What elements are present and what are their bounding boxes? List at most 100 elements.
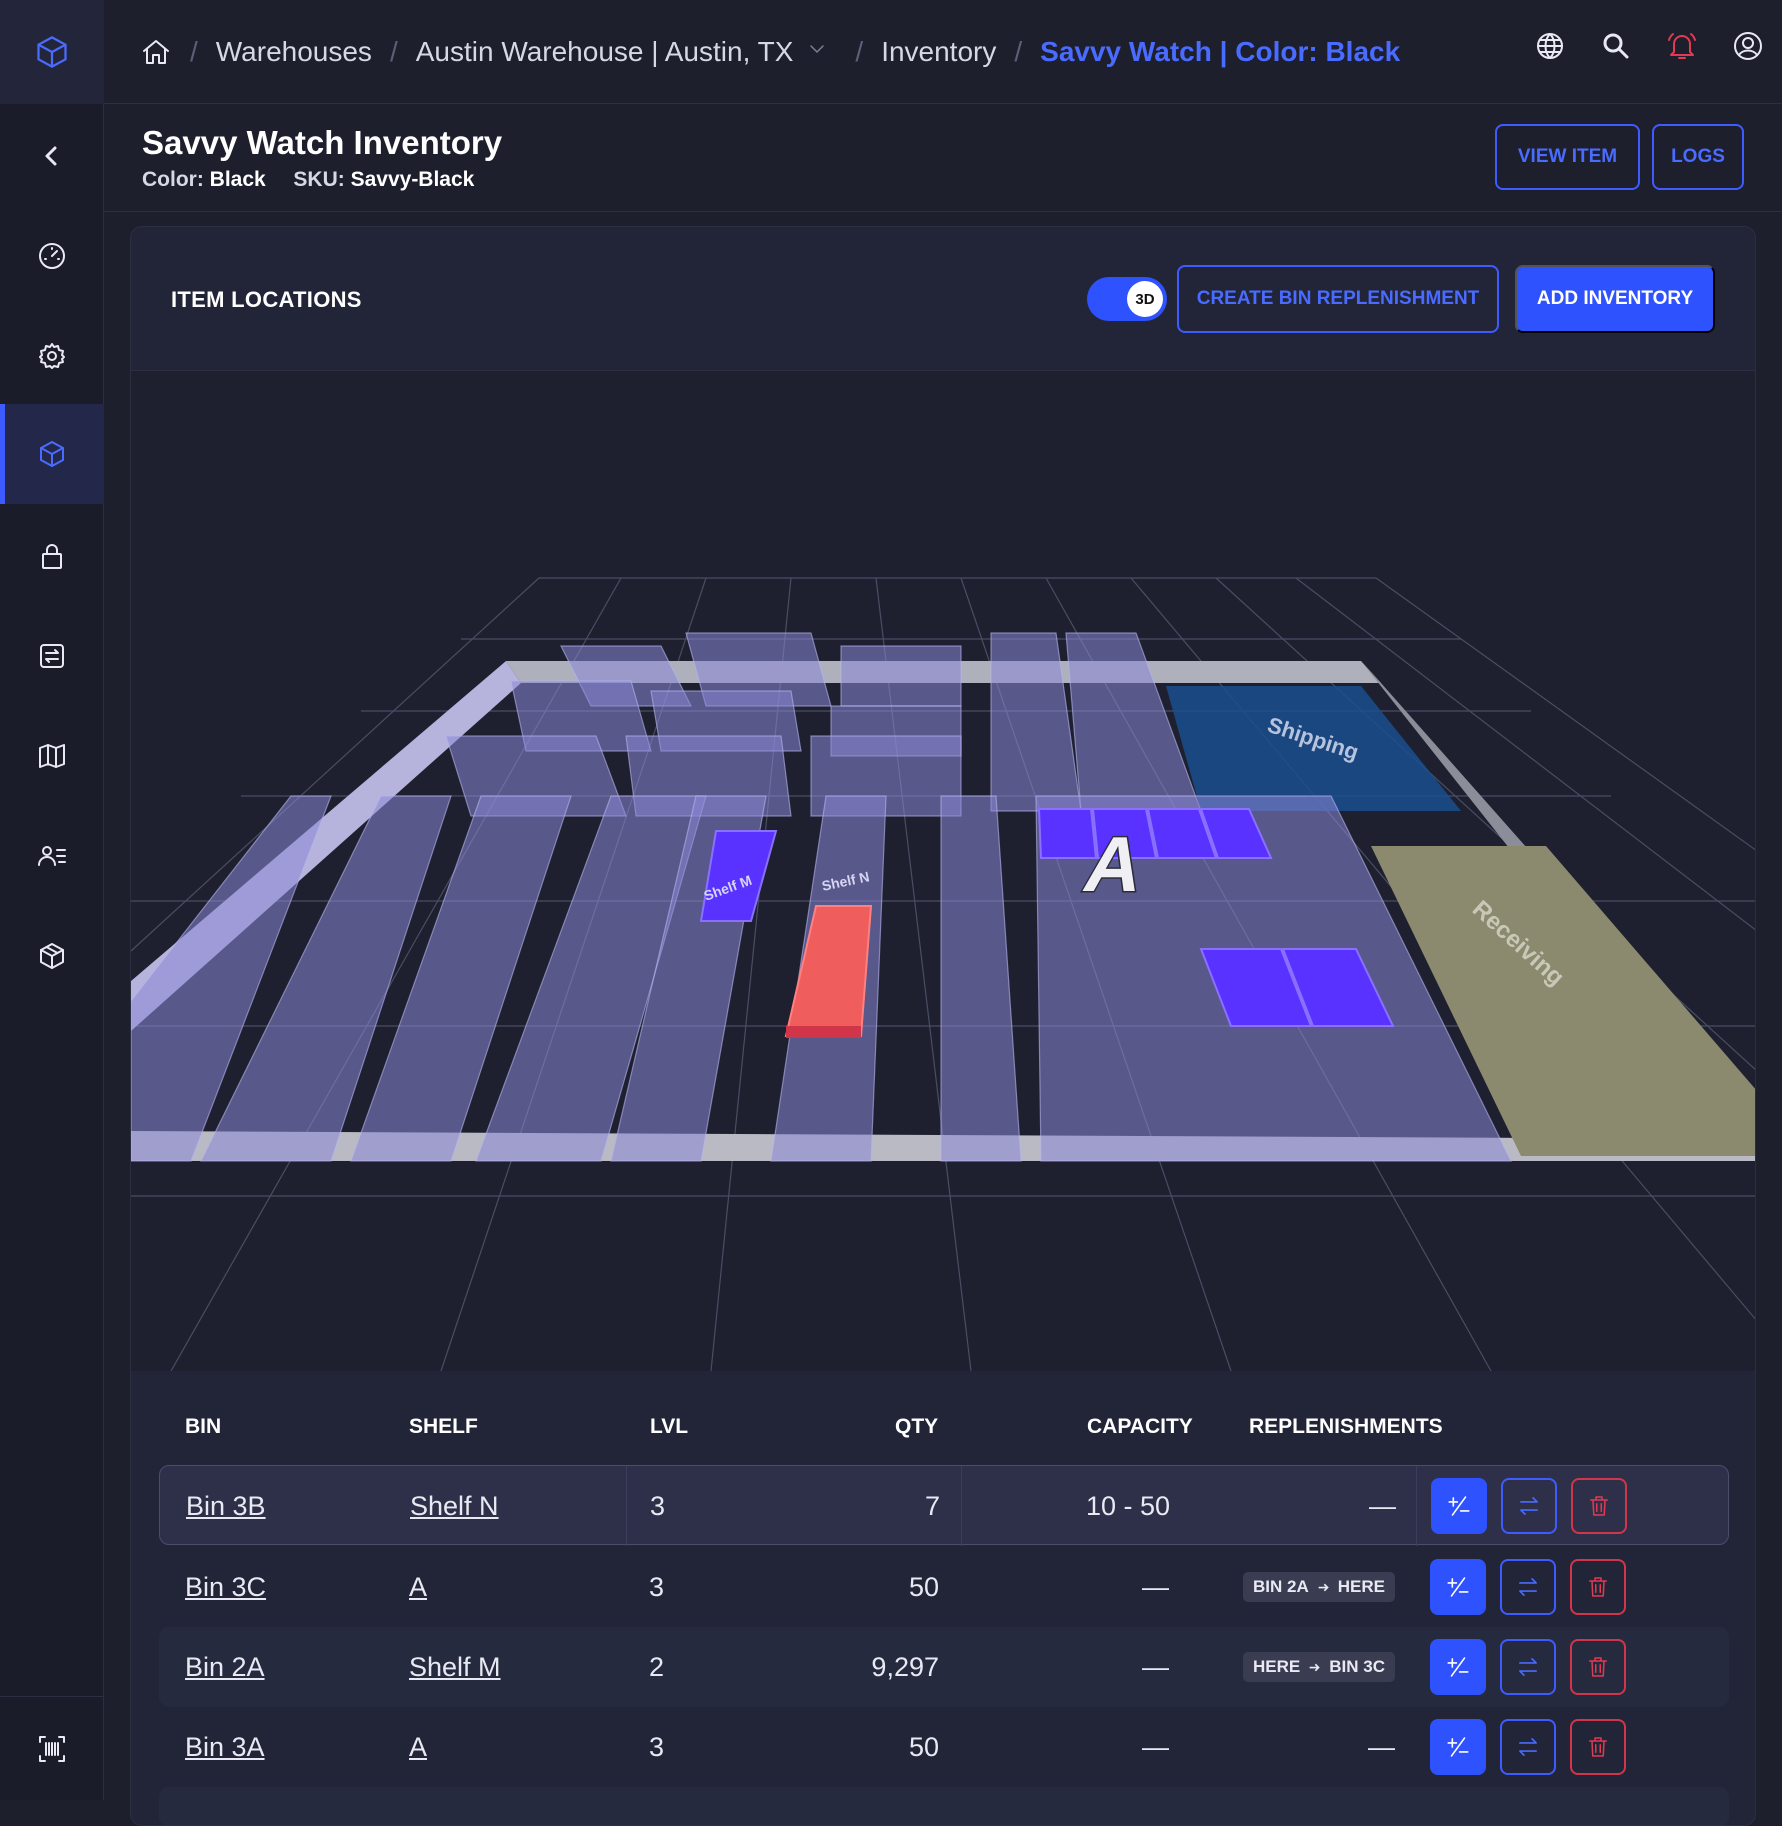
transfer-arrows-icon xyxy=(1520,1497,1538,1515)
bin-3b-front xyxy=(786,1026,861,1038)
sku-value: Savvy-Black xyxy=(350,168,475,191)
breadcrumb-current: Savvy Watch | Color: Black xyxy=(1040,35,1401,67)
plus-minus-icon xyxy=(1447,1737,1469,1757)
search-button[interactable] xyxy=(1598,28,1634,64)
notifications-button[interactable] xyxy=(1664,28,1700,64)
qty-value: 7 xyxy=(924,1490,940,1521)
table-row[interactable]: Bin 3C A 3 50 — BIN 2A HERE xyxy=(159,1547,1729,1627)
sidebar-collapse-button[interactable] xyxy=(0,106,104,206)
replenishment-value: — xyxy=(1368,1731,1395,1762)
home-icon xyxy=(143,39,169,64)
col-shelf[interactable]: SHELF xyxy=(409,1415,478,1438)
color-label: Color: xyxy=(142,168,204,191)
dashboard-icon xyxy=(39,243,65,269)
breadcrumb-warehouse[interactable]: Austin Warehouse | Austin, TX xyxy=(415,35,794,67)
shipping-zone[interactable] xyxy=(1166,686,1461,811)
sidebar xyxy=(0,0,104,1800)
app-logo[interactable] xyxy=(0,0,104,104)
col-bin[interactable]: BIN xyxy=(185,1415,222,1438)
move-inventory-button[interactable] xyxy=(1500,1719,1556,1775)
shelf-link[interactable]: A xyxy=(409,1731,428,1762)
transfer-arrows-icon xyxy=(1519,1658,1537,1676)
sidebar-item-security[interactable] xyxy=(0,506,104,606)
view-3d-toggle[interactable]: 3D xyxy=(1087,277,1167,321)
shelf-link[interactable]: Shelf M xyxy=(409,1651,501,1682)
adjust-quantity-button[interactable] xyxy=(1430,1639,1486,1695)
replenishment-value: — xyxy=(1369,1490,1396,1521)
sidebar-item-map[interactable] xyxy=(0,706,104,806)
delete-location-button[interactable] xyxy=(1570,1559,1626,1615)
bin-link[interactable]: Bin 3B xyxy=(186,1490,266,1521)
adjust-quantity-button[interactable] xyxy=(1430,1559,1486,1615)
table-row[interactable]: Bin 2A Shelf M 2 9,297 — HERE BIN 3C xyxy=(159,1627,1729,1707)
bin-link[interactable]: Bin 2A xyxy=(185,1651,265,1682)
trash-icon xyxy=(1589,1737,1607,1757)
col-replenishments[interactable]: REPLENISHMENTS xyxy=(1249,1415,1443,1438)
view-item-button[interactable]: VIEW ITEM xyxy=(1495,124,1640,190)
sidebar-item-packages[interactable] xyxy=(0,906,104,1006)
shelf-link[interactable]: A xyxy=(409,1571,428,1602)
col-capacity[interactable]: CAPACITY xyxy=(1087,1415,1193,1438)
bin-link[interactable]: Bin 3C xyxy=(185,1571,267,1602)
move-inventory-button[interactable] xyxy=(1500,1559,1556,1615)
sidebar-item-transfers[interactable] xyxy=(0,606,104,706)
move-inventory-button[interactable] xyxy=(1501,1478,1557,1534)
warehouse-3d-canvas[interactable]: Shipping Receiving xyxy=(131,371,1756,1372)
table-row[interactable]: Bin 3B Shelf N 3 7 10 - 50 — xyxy=(159,1465,1729,1546)
warehouse-dropdown-toggle[interactable] xyxy=(805,37,829,66)
plus-minus-icon xyxy=(1447,1657,1469,1677)
receiving-zone[interactable] xyxy=(1371,846,1756,1156)
lvl-value: 3 xyxy=(649,1731,665,1762)
delete-location-button[interactable] xyxy=(1571,1478,1627,1534)
create-bin-replenishment-button[interactable]: CREATE BIN REPLENISHMENT xyxy=(1177,265,1499,333)
transfer-icon xyxy=(40,644,64,668)
replenishment-to: HERE xyxy=(1337,1577,1385,1596)
barcode-scan-icon xyxy=(39,1735,65,1762)
sidebar-item-scan[interactable] xyxy=(0,1696,104,1800)
table-row[interactable]: Bin 3A A 3 50 — — xyxy=(159,1707,1729,1787)
item-attributes: Color: Black SKU: Savvy-Black xyxy=(142,168,474,192)
breadcrumb-warehouses[interactable]: Warehouses xyxy=(215,35,372,67)
zone-a-bins[interactable] xyxy=(1037,808,1395,1027)
replenishment-from: BIN 2A xyxy=(1253,1577,1309,1596)
col-lvl[interactable]: LVL xyxy=(650,1415,689,1438)
replenishment-badge[interactable]: HERE BIN 3C xyxy=(1243,1652,1395,1682)
top-bar: / Warehouses / Austin Warehouse | Austin… xyxy=(104,0,1782,104)
breadcrumb-inventory[interactable]: Inventory xyxy=(881,35,997,67)
logs-button[interactable]: LOGS xyxy=(1652,124,1744,190)
sku-label: SKU: xyxy=(293,168,345,191)
arrow-right-icon xyxy=(1309,1663,1320,1671)
col-qty[interactable]: QTY xyxy=(895,1415,939,1438)
adjust-quantity-button[interactable] xyxy=(1430,1719,1486,1775)
card-header: ITEM LOCATIONS 3D CREATE BIN REPLENISHME… xyxy=(131,227,1755,371)
sidebar-item-settings[interactable] xyxy=(0,306,104,406)
bin-link[interactable]: Bin 3A xyxy=(185,1731,265,1762)
package-icon xyxy=(40,943,64,969)
capacity-value: — xyxy=(1142,1651,1169,1682)
capacity-value: — xyxy=(1142,1571,1169,1602)
bin-3b-selected[interactable] xyxy=(784,905,873,1037)
bin-2a-shelf-m[interactable] xyxy=(699,830,778,922)
user-circle-icon xyxy=(1734,32,1762,60)
language-button[interactable] xyxy=(1532,28,1568,64)
adjust-quantity-button[interactable] xyxy=(1431,1478,1487,1534)
toggle-knob: 3D xyxy=(1127,281,1163,317)
sidebar-item-users[interactable] xyxy=(0,806,104,906)
shelf-link[interactable]: Shelf N xyxy=(410,1490,499,1521)
sidebar-item-dashboard[interactable] xyxy=(0,206,104,306)
delete-location-button[interactable] xyxy=(1570,1719,1626,1775)
replenishment-from: HERE xyxy=(1253,1657,1301,1676)
qty-value: 9,297 xyxy=(871,1651,939,1682)
delete-location-button[interactable] xyxy=(1570,1639,1626,1695)
replenishment-badge[interactable]: BIN 2A HERE xyxy=(1243,1572,1395,1602)
add-inventory-button[interactable]: ADD INVENTORY xyxy=(1515,265,1715,333)
arrow-right-icon xyxy=(1318,1583,1329,1591)
sidebar-item-inventory[interactable] xyxy=(0,404,104,504)
search-icon xyxy=(1603,33,1629,59)
replenishment-to: BIN 3C xyxy=(1329,1657,1385,1676)
account-button[interactable] xyxy=(1730,28,1766,64)
warehouse-3d-map[interactable]: Shipping Receiving xyxy=(131,371,1756,1372)
lvl-value: 3 xyxy=(650,1490,666,1521)
move-inventory-button[interactable] xyxy=(1500,1639,1556,1695)
home-link[interactable] xyxy=(140,36,172,68)
